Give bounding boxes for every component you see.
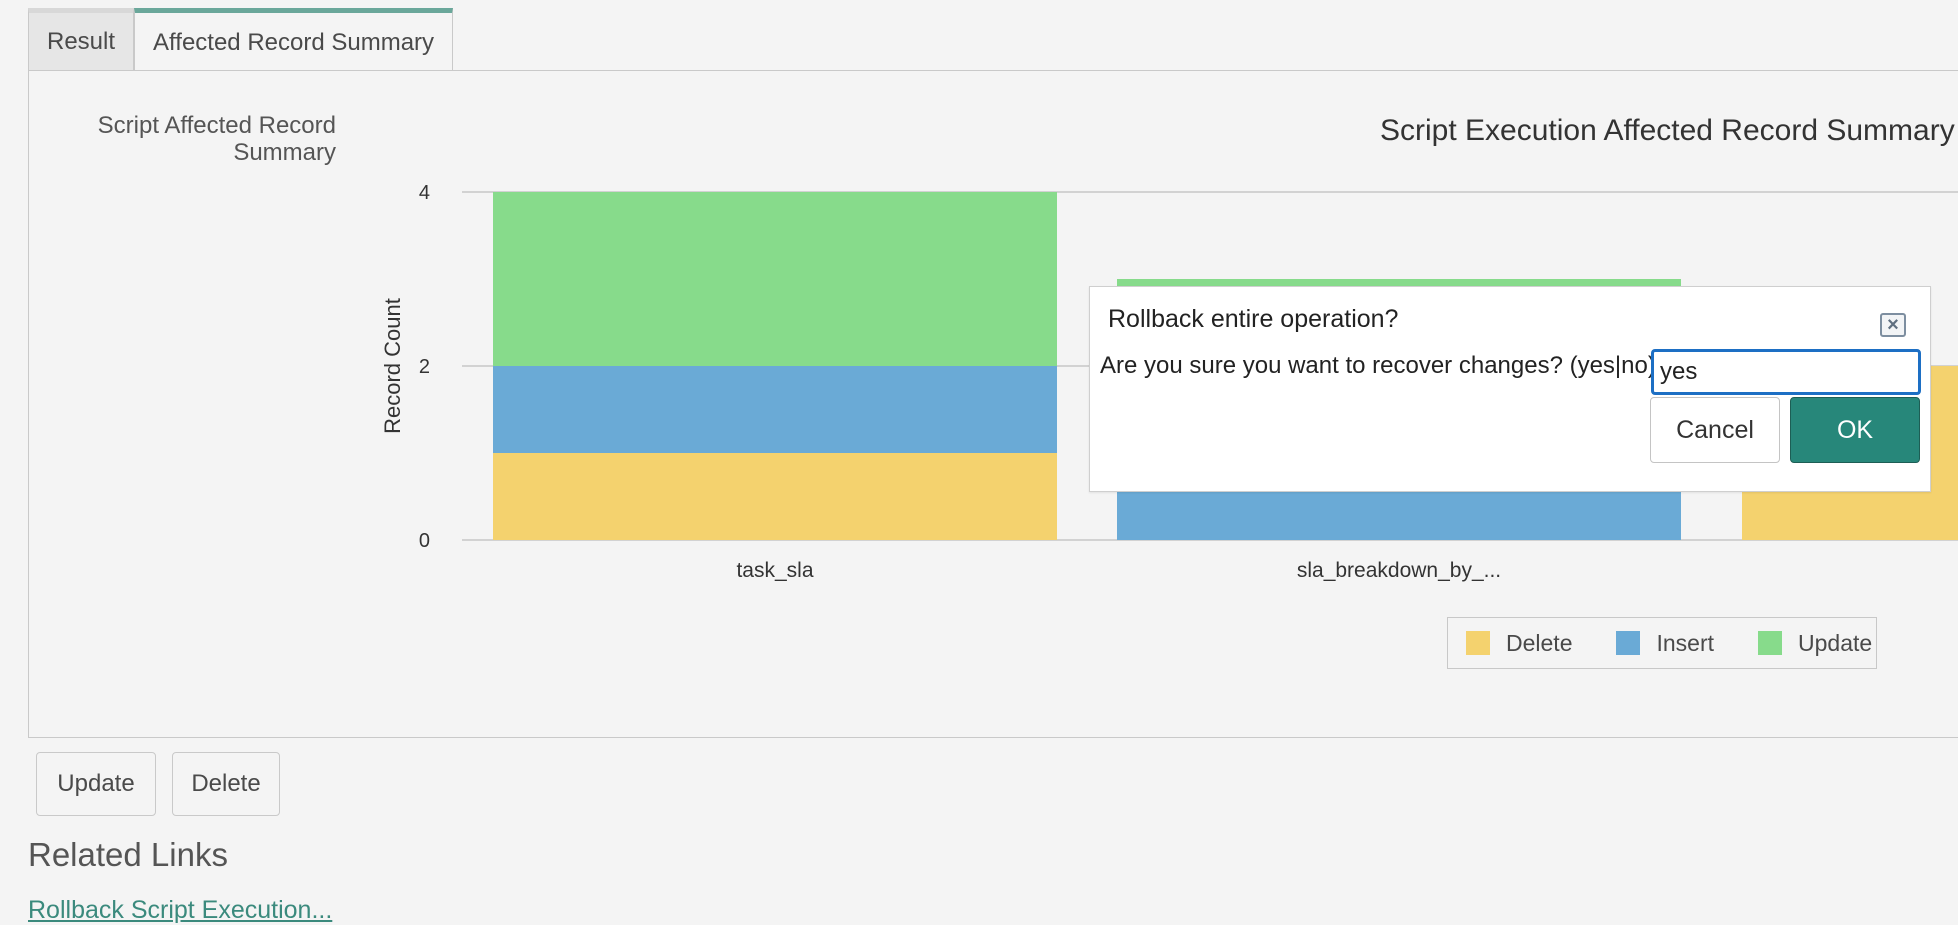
rollback-dialog: Rollback entire operation? × Are you sur… [1089, 286, 1931, 492]
bar-delete [493, 453, 1057, 540]
side-title: Script Affected Record Summary [97, 112, 336, 166]
legend-swatch-update [1758, 631, 1783, 655]
cancel-button[interactable]: Cancel [1650, 397, 1780, 463]
legend-item-delete[interactable]: Delete [1466, 630, 1572, 657]
dialog-question: Are you sure you want to recover changes… [1100, 352, 1656, 379]
chart-title: Script Execution Affected Record Summary [1380, 114, 1955, 147]
legend-item-update[interactable]: Update [1758, 630, 1872, 657]
legend-label-update: Update [1798, 629, 1873, 656]
y-tick-label: 2 [419, 356, 430, 378]
ok-button[interactable]: OK [1790, 397, 1920, 463]
x-tick-label: task_sla [736, 559, 813, 582]
tab-result-label: Result [47, 27, 116, 55]
legend-item-insert[interactable]: Insert [1616, 630, 1714, 657]
rollback-script-execution-link[interactable]: Rollback Script Execution... [28, 896, 333, 924]
y-tick-label: 4 [419, 182, 430, 204]
dialog-title: Rollback entire operation? [1108, 305, 1399, 333]
tab-affected-record-summary-label: Affected Record Summary [153, 28, 435, 56]
confirm-input[interactable] [1651, 349, 1921, 395]
legend-swatch-insert [1616, 631, 1641, 655]
y-tick-label: 0 [419, 530, 430, 552]
tab-affected-record-summary[interactable]: Affected Record Summary [134, 8, 454, 72]
tab-bar: Result Affected Record Summary [28, 8, 454, 72]
y-axis-label: Record Count [380, 298, 405, 434]
legend-swatch-delete [1466, 631, 1490, 655]
chart-legend: Delete Insert Update [1447, 617, 1877, 669]
close-icon[interactable]: × [1880, 313, 1906, 337]
update-button[interactable]: Update [36, 752, 156, 816]
x-tick-label: sla_breakdown_by_... [1297, 559, 1501, 582]
legend-label-insert: Insert [1656, 629, 1715, 656]
bar-update [493, 192, 1057, 366]
bar-insert [493, 366, 1057, 453]
legend-label-delete: Delete [1506, 629, 1573, 656]
tab-result[interactable]: Result [28, 8, 135, 70]
delete-button[interactable]: Delete [172, 752, 280, 816]
related-links-heading: Related Links [28, 836, 228, 873]
